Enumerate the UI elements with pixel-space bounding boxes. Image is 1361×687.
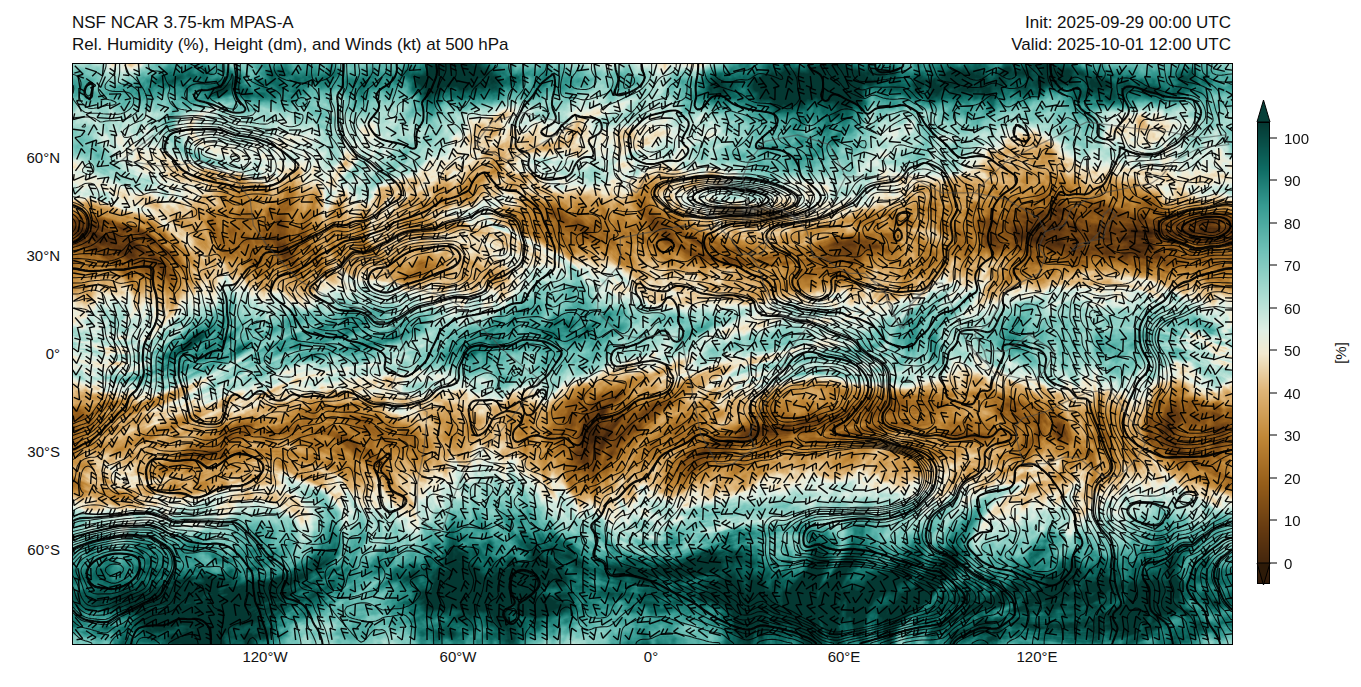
svg-text:[%]: [%] xyxy=(1332,342,1349,364)
